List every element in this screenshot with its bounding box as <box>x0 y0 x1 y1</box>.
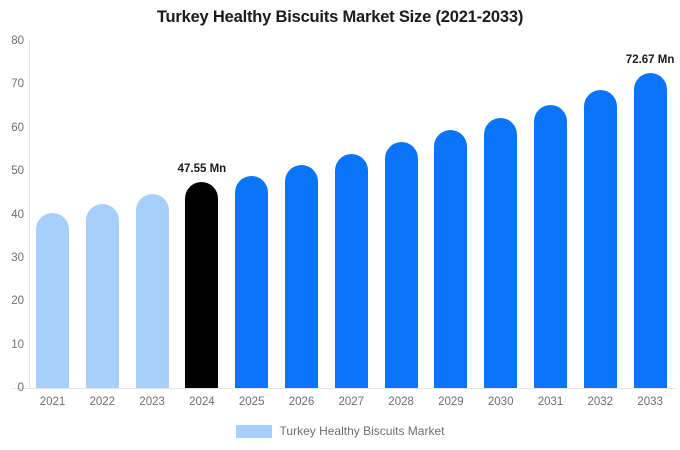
bar-2031[interactable] <box>534 41 567 388</box>
bar-rect-2030[interactable] <box>484 117 518 388</box>
bar-rect-2032[interactable] <box>583 90 617 388</box>
bar-rect-2025[interactable] <box>235 175 269 388</box>
bar-2026[interactable] <box>285 41 318 388</box>
bar-2023[interactable] <box>135 41 169 388</box>
legend-swatch-turkey-healthy-biscuits-market <box>235 424 272 438</box>
bar-rect-2023[interactable] <box>135 193 169 388</box>
bar-2027[interactable] <box>334 41 368 388</box>
bar-2030[interactable] <box>484 41 518 388</box>
y-axis-tick-50: 50 <box>11 165 24 178</box>
x-axis-tick-2024: 2024 <box>189 396 215 408</box>
x-axis-tick-2021: 2021 <box>39 396 66 408</box>
y-axis-tick-0: 0 <box>17 382 24 394</box>
x-axis-tick-2028: 2028 <box>388 396 414 408</box>
bar-2032[interactable] <box>583 41 617 388</box>
bar-2025[interactable] <box>235 41 269 388</box>
y-axis-tick-70: 70 <box>11 78 24 91</box>
x-axis-tick-2032: 2032 <box>587 396 614 408</box>
chart-title: Turkey Healthy Biscuits Market Size (202… <box>156 8 524 26</box>
bar-rect-2022[interactable] <box>85 203 119 388</box>
bar-2033[interactable]: 72.67 Mn <box>626 41 674 388</box>
bar-2024[interactable]: 47.55 Mn <box>178 41 226 388</box>
x-axis-tick-2030: 2030 <box>487 396 514 408</box>
bar-2022[interactable] <box>85 41 119 388</box>
y-axis-tick-80: 80 <box>11 35 24 47</box>
x-axis-tick-2033: 2033 <box>637 396 663 408</box>
x-axis-tick-2025: 2025 <box>238 396 265 408</box>
y-axis-tick-20: 20 <box>11 295 24 308</box>
y-axis-tick-40: 40 <box>11 208 24 221</box>
x-axis-tick-2029: 2029 <box>438 396 464 408</box>
bar-2029[interactable] <box>434 41 468 388</box>
bar-value-label-2024: 47.55 Mn <box>177 162 227 175</box>
bar-rect-2024[interactable] <box>185 181 219 388</box>
bar-rect-2033[interactable] <box>633 72 667 388</box>
bar-2021[interactable] <box>36 41 69 388</box>
y-axis-line <box>29 41 30 388</box>
y-axis-tick-60: 60 <box>11 121 24 134</box>
x-axis-tick-2027: 2027 <box>338 396 365 408</box>
y-axis-tick-labels: 0 10 20 30 40 50 60 70 80 <box>0 0 24 450</box>
x-axis-tick-2022: 2022 <box>89 396 116 408</box>
bar-rect-2029[interactable] <box>434 129 468 388</box>
bar-value-label-2033: 72.67 Mn <box>625 53 675 66</box>
y-axis-tick-30: 30 <box>11 251 24 264</box>
x-axis-tick-2031: 2031 <box>537 396 564 408</box>
y-axis-tick-10: 10 <box>11 338 24 351</box>
chart-legend: Turkey Healthy Biscuits Market <box>0 424 680 438</box>
bar-2028[interactable] <box>384 41 418 388</box>
plot-area: 47.55 Mn 72.67 Mn <box>29 41 676 388</box>
bar-rect-2021[interactable] <box>36 213 69 388</box>
x-axis-line <box>12 388 676 389</box>
bar-rect-2027[interactable] <box>334 153 368 388</box>
bar-rect-2028[interactable] <box>384 142 418 388</box>
x-axis-tick-2026: 2026 <box>288 396 315 408</box>
bar-rect-2026[interactable] <box>285 164 318 388</box>
bar-rect-2031[interactable] <box>534 104 567 388</box>
legend-label-turkey-healthy-biscuits-market: Turkey Healthy Biscuits Market <box>279 424 445 438</box>
x-axis-tick-2023: 2023 <box>139 396 165 408</box>
